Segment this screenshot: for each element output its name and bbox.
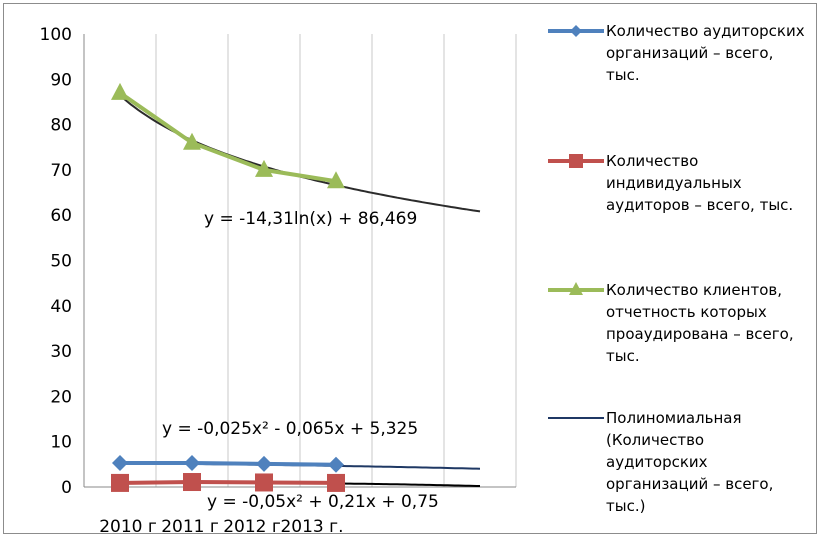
data-point-diamond [256,455,272,472]
x-tick-label: 2013 г. [280,517,343,535]
data-point-square [327,473,345,492]
data-point-square [255,473,273,492]
y-tick-label: 40 [50,297,72,317]
data-point-triangle [255,159,273,177]
legend-label: Количество клиентов, [606,281,782,299]
chart-frame: 0 10 20 30 40 50 60 70 80 90 100 2010 г 2011 г 2012 г… [3,3,817,535]
legend-label: Количество аудиторских [606,22,805,40]
trendline-equation: y = -0,025x² - 0,065x + 5,325 [162,419,418,439]
y-tick-label: 90 [50,70,72,90]
legend-label: аудиторов – всего, тыс. [606,196,793,214]
legend-label: аудиторских [606,453,708,471]
data-point-square [111,473,129,492]
legend-label: тыс. [606,66,640,84]
legend-label: тыс.) [606,497,645,515]
legend-label: Полиномиальная [606,409,741,427]
y-tick-label: 0 [61,478,72,498]
y-tick-label: 60 [50,206,72,226]
y-tick-label: 80 [50,116,72,136]
series-line [118,91,337,184]
legend-label: (Количество [606,431,704,449]
series-line [119,480,337,485]
legend-label: Количество [606,152,698,170]
x-tick-label: 2012 г [223,517,281,535]
y-tick-label: 30 [50,342,72,362]
legend-label: организаций – всего, [606,44,773,62]
data-point-diamond [112,454,128,471]
y-tick-label: 50 [50,252,72,272]
x-tick-label: 2010 г [99,517,157,535]
legend-label: отчетность которых [606,303,767,321]
data-point-diamond [184,454,200,471]
legend-marker [569,282,583,295]
legend-label: тыс. [606,347,640,365]
data-point-triangle [111,82,129,100]
legend-label: организаций – всего, [606,475,773,493]
y-tick-label: 100 [40,25,72,45]
series-line [120,460,337,467]
data-point-triangle [183,132,201,150]
y-tick-label: 20 [50,387,72,407]
legend-label: проаудирована – всего, [606,325,794,343]
y-tick-label: 10 [50,433,72,453]
trendline-equation: y = -14,31ln(x) + 86,469 [204,209,417,229]
legend-marker [570,25,582,37]
legend-label: индивидуальных [606,174,742,192]
legend-marker [569,154,583,168]
trendline-equation: y = -0,05x² + 0,21x + 0,75 [207,492,439,512]
chart: 0 10 20 30 40 50 60 70 80 90 100 2010 г 2011 г 2012 г… [40,22,805,535]
data-point-diamond [328,456,344,473]
x-tick-label: 2011 г [161,517,219,535]
y-tick-label: 70 [50,161,72,181]
data-point-triangle [327,171,345,189]
data-point-square [183,473,201,492]
